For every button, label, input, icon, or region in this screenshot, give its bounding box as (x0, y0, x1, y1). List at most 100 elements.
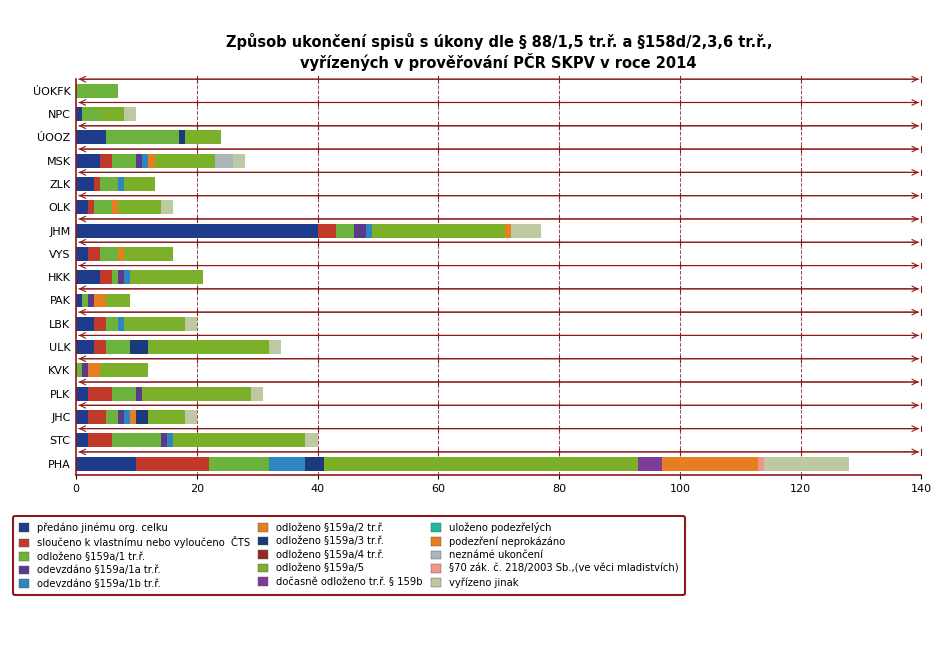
Bar (306, 433, 317, 447)
Bar (124, 317, 184, 331)
Bar (137, 154, 142, 168)
Bar (112, 201, 118, 214)
Bar (76, 201, 88, 214)
Bar (82, 294, 88, 308)
Bar (76, 387, 88, 401)
Bar (184, 317, 197, 331)
Bar (100, 154, 112, 168)
Bar (76, 294, 82, 308)
Bar (142, 154, 148, 168)
Bar (100, 107, 124, 121)
Bar (94, 340, 106, 354)
Bar (88, 364, 100, 378)
Bar (179, 131, 184, 145)
Bar (112, 387, 137, 401)
Bar (353, 224, 366, 238)
Bar (112, 270, 118, 284)
Bar (76, 247, 88, 261)
Bar (112, 433, 161, 447)
Bar (88, 201, 94, 214)
Bar (155, 154, 215, 168)
Bar (166, 433, 173, 447)
Bar (88, 387, 112, 401)
Bar (504, 224, 511, 238)
Bar (148, 340, 269, 354)
Bar (765, 457, 849, 471)
Bar (317, 224, 335, 238)
Bar (511, 224, 542, 238)
Bar (106, 294, 130, 308)
Bar (118, 177, 124, 191)
Bar (251, 387, 263, 401)
Bar (94, 177, 100, 191)
Bar (366, 224, 371, 238)
Bar (130, 270, 203, 284)
Bar (306, 457, 324, 471)
Bar (137, 457, 209, 471)
Bar (662, 457, 758, 471)
Bar (100, 247, 118, 261)
Bar (148, 410, 184, 424)
Bar (76, 107, 82, 121)
Bar (106, 131, 179, 145)
Bar (106, 340, 130, 354)
Bar (161, 201, 173, 214)
Bar (124, 107, 137, 121)
Bar (76, 433, 88, 447)
Bar (76, 317, 94, 331)
Bar (124, 177, 155, 191)
Bar (88, 247, 100, 261)
Bar (118, 270, 124, 284)
Bar (88, 294, 94, 308)
Bar (124, 410, 130, 424)
Bar (82, 107, 100, 121)
Bar (82, 364, 88, 378)
Bar (94, 201, 112, 214)
Bar (76, 131, 106, 145)
Title: Způsob ukončení spisů s úkony dle § 88/1,5 tr.ř. a §158d/2,3,6 tr.ř.,
vyřízených: Způsob ukončení spisů s úkony dle § 88/1… (225, 33, 772, 71)
Bar (88, 433, 112, 447)
Bar (130, 410, 137, 424)
Bar (76, 410, 88, 424)
Bar (100, 177, 118, 191)
Bar (184, 410, 197, 424)
Bar (130, 340, 148, 354)
Bar (118, 201, 161, 214)
Bar (76, 270, 100, 284)
Bar (76, 457, 137, 471)
Bar (118, 247, 124, 261)
Bar (100, 270, 112, 284)
Bar (124, 247, 173, 261)
Bar (142, 387, 251, 401)
Bar (76, 364, 82, 378)
Bar (76, 154, 100, 168)
Bar (118, 410, 124, 424)
Bar (148, 154, 155, 168)
Bar (94, 317, 106, 331)
Legend: předáno jinému org. celku, sloučeno k vlastnímu nebo vyloučeno  ČTS, odloženo §1: předáno jinému org. celku, sloučeno k vl… (13, 516, 685, 595)
Bar (124, 270, 130, 284)
Bar (106, 410, 118, 424)
Bar (76, 340, 94, 354)
Bar (112, 154, 137, 168)
Bar (161, 433, 166, 447)
Bar (94, 294, 106, 308)
Bar (758, 457, 765, 471)
Bar (106, 317, 118, 331)
Bar (335, 224, 353, 238)
Bar (173, 433, 306, 447)
Bar (137, 410, 148, 424)
Bar (324, 457, 637, 471)
Bar (100, 364, 148, 378)
Bar (371, 224, 504, 238)
Bar (269, 457, 306, 471)
Bar (233, 154, 245, 168)
Bar (184, 131, 221, 145)
Bar (76, 177, 94, 191)
Bar (215, 154, 233, 168)
Bar (118, 317, 124, 331)
Bar (637, 457, 662, 471)
Bar (88, 410, 106, 424)
Bar (209, 457, 269, 471)
Bar (269, 340, 281, 354)
